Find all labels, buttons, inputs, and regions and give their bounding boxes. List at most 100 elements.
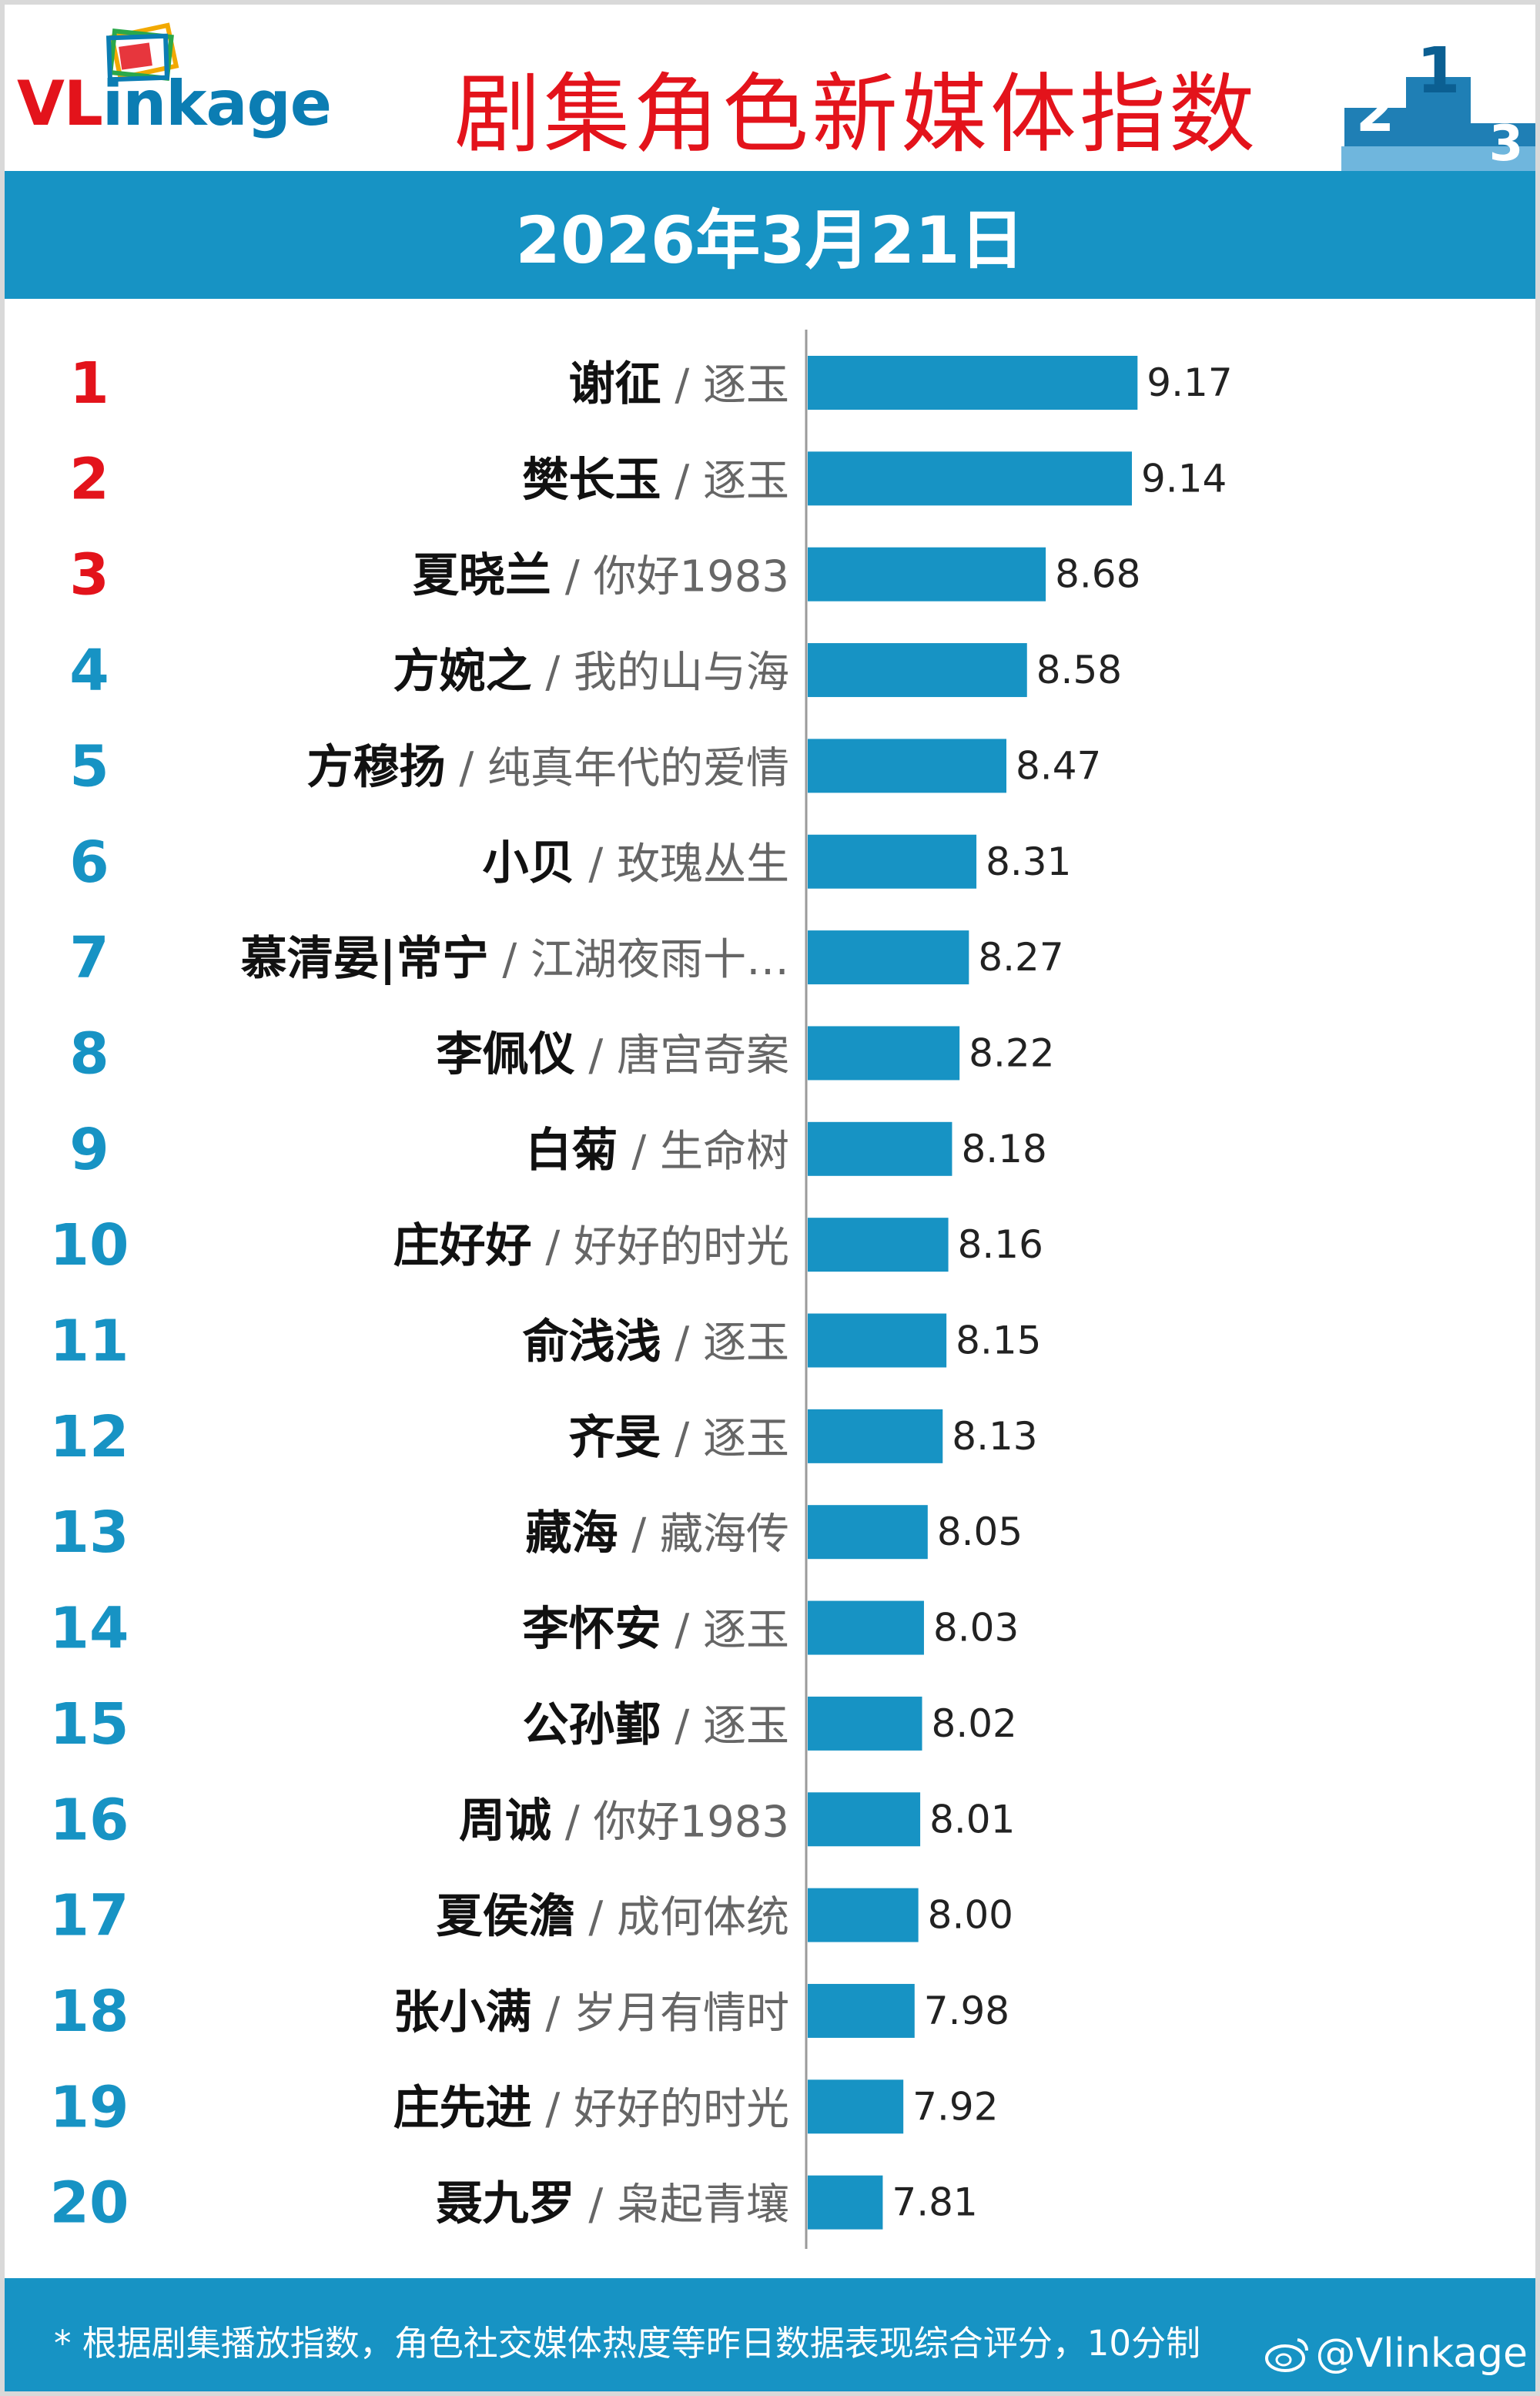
bar (808, 547, 1046, 602)
rank-number: 15 (50, 1691, 129, 1758)
character-name: 小贝 (483, 836, 575, 890)
bar-value-label: 8.02 (932, 1701, 1017, 1746)
category-label: 齐旻 / 逐玉 (569, 1411, 789, 1465)
character-name: 藏海 (526, 1506, 618, 1560)
drama-name: / 逐玉 (661, 1606, 789, 1656)
drama-name: / 岁月有情时 (532, 1989, 789, 2039)
date-banner: 2026年3月21日 (5, 171, 1535, 299)
drama-name: / 逐玉 (661, 360, 789, 411)
bar (808, 2175, 883, 2230)
character-name: 樊长玉 (523, 453, 661, 507)
character-name: 俞浅浅 (523, 1315, 661, 1369)
page-title: 剧集角色新媒体指数 (454, 65, 1258, 165)
svg-text:3: 3 (1489, 116, 1524, 173)
bar-value-label: 7.92 (912, 2084, 998, 2129)
rank-number: 13 (50, 1500, 129, 1566)
rank-number: 8 (69, 1020, 109, 1087)
bar (808, 643, 1027, 698)
rank-number: 6 (69, 829, 109, 896)
category-label: 谢征 / 逐玉 (569, 357, 789, 411)
category-label: 李怀安 / 逐玉 (523, 1603, 789, 1657)
character-name: 夏晓兰 (413, 549, 551, 603)
logo-wordmark: VLinkage (17, 68, 332, 139)
bar (808, 1792, 921, 1847)
bar-value-label: 8.27 (978, 935, 1063, 980)
drama-name: / 玫瑰丛生 (575, 839, 789, 890)
bar (808, 1313, 947, 1368)
watermark-text: @Vlinkage (1315, 2331, 1528, 2377)
category-label: 张小满 / 岁月有情时 (393, 1985, 789, 2039)
rank-number: 7 (69, 925, 109, 991)
drama-name: / 逐玉 (661, 1414, 789, 1464)
character-name: 方婉之 (393, 645, 532, 699)
category-label: 方穆扬 / 纯真年代的爱情 (307, 740, 789, 794)
drama-name: / 好好的时光 (532, 2084, 789, 2134)
drama-name: / 逐玉 (661, 1701, 789, 1751)
drama-name: / 枭起青壤 (575, 2180, 789, 2230)
rank-number: 17 (50, 1883, 129, 1949)
footnote: * 根据剧集播放指数，角色社交媒体热度等昨日数据表现综合评分，10分制 (54, 2323, 1201, 2364)
category-label: 庄先进 / 好好的时光 (393, 2081, 789, 2135)
character-name: 李佩仪 (437, 1027, 575, 1081)
bar (808, 739, 1007, 793)
bar-value-label: 7.98 (924, 1989, 1009, 2033)
character-name: 慕清晏|常宁 (241, 932, 489, 986)
picture-frames-icon (105, 22, 179, 82)
rank-number: 16 (50, 1787, 129, 1853)
bar (808, 1218, 949, 1272)
character-name: 庄先进 (393, 2081, 532, 2135)
drama-name: / 成何体统 (575, 1893, 789, 1943)
character-name: 白菊 (526, 1124, 618, 1178)
bar (808, 930, 969, 985)
bar (808, 451, 1133, 506)
character-name: 谢征 (569, 357, 661, 411)
drama-name: / 你好1983 (551, 552, 789, 602)
footer-banner: * 根据剧集播放指数，角色社交媒体热度等昨日数据表现综合评分，10分制 @Vli… (5, 2278, 1535, 2391)
rank-number: 5 (69, 733, 109, 799)
bar-value-label: 9.14 (1141, 456, 1227, 501)
character-name: 李怀安 (523, 1603, 661, 1657)
rank-number: 2 (69, 446, 109, 512)
category-label: 李佩仪 / 唐宫奇案 (437, 1027, 789, 1081)
bar (808, 2079, 904, 2134)
category-label: 周诚 / 你好1983 (459, 1794, 789, 1848)
bar-value-label: 7.81 (892, 2180, 977, 2225)
category-label: 庄好好 / 好好的时光 (393, 1219, 789, 1273)
bar-value-label: 8.15 (956, 1319, 1041, 1363)
character-name: 公孙鄞 (523, 1698, 661, 1752)
svg-text:1: 1 (1416, 35, 1460, 108)
drama-name: / 你好1983 (551, 1797, 789, 1847)
category-label: 慕清晏|常宁 / 江湖夜雨十… (241, 932, 789, 986)
ranking-bar-chart: 9.17 1 谢征 / 逐玉 9.14 2 樊长玉 / 逐玉 8.68 3 夏晓兰 / 你好19… (50, 330, 1233, 2249)
rank-number: 10 (50, 1212, 129, 1278)
category-label: 方婉之 / 我的山与海 (393, 645, 789, 699)
vlinkage-logo: VLinkage (17, 22, 340, 152)
character-name: 夏侯澹 (437, 1890, 575, 1944)
bar-value-label: 8.01 (929, 1797, 1015, 1841)
drama-name: / 逐玉 (661, 1319, 789, 1369)
bar (808, 834, 977, 889)
bar (808, 1026, 960, 1081)
category-label: 夏侯澹 / 成何体统 (437, 1890, 789, 1944)
bar (808, 1696, 922, 1751)
category-label: 聂九罗 / 枭起青壤 (437, 2177, 789, 2231)
category-label: 夏晓兰 / 你好1983 (413, 549, 789, 603)
drama-name: / 逐玉 (661, 456, 789, 506)
bar-value-label: 8.13 (952, 1414, 1037, 1459)
bar (808, 1888, 919, 1942)
drama-name: / 我的山与海 (532, 648, 789, 698)
category-label: 俞浅浅 / 逐玉 (523, 1315, 789, 1369)
rank-number: 11 (50, 1309, 129, 1375)
bar (808, 1983, 915, 2038)
svg-text:2: 2 (1356, 79, 1394, 144)
character-name: 方穆扬 (307, 740, 446, 794)
category-label: 公孙鄞 / 逐玉 (523, 1698, 789, 1752)
category-label: 藏海 / 藏海传 (526, 1506, 789, 1560)
bar-value-label: 8.18 (961, 1127, 1046, 1171)
bar-value-label: 8.00 (928, 1893, 1013, 1938)
rank-number: 3 (69, 542, 109, 608)
drama-name: / 生命树 (618, 1127, 789, 1177)
rank-number: 18 (50, 1979, 129, 2045)
bar-value-label: 8.03 (933, 1606, 1019, 1650)
bar-value-label: 8.58 (1036, 648, 1122, 692)
